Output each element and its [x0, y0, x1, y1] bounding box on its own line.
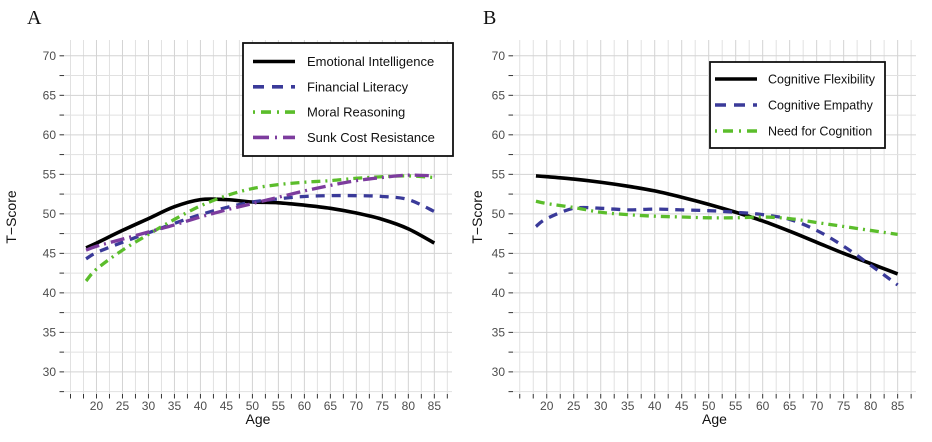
- legend-item-sunk-cost-resistance: Sunk Cost Resistance: [253, 130, 435, 145]
- panel-a-label: A: [27, 7, 42, 29]
- y-tick-label: 30: [43, 365, 57, 379]
- x-tick-label: 55: [729, 399, 743, 413]
- legend-item-financial-literacy: Financial Literacy: [253, 79, 409, 94]
- series-need-for-cognition: [535, 199, 898, 237]
- x-tick-label: 50: [246, 399, 260, 413]
- y-tick-label: 30: [492, 365, 506, 379]
- legend-label: Emotional Intelligence: [307, 54, 434, 69]
- y-axis-title: T−Score: [3, 190, 19, 244]
- x-tick-label: 80: [402, 399, 416, 413]
- x-tick-label: 25: [116, 399, 130, 413]
- y-tick-label: 40: [492, 286, 506, 300]
- y-tick-label: 50: [492, 207, 506, 221]
- x-tick-label: 75: [376, 399, 390, 413]
- axis-ticks: [59, 55, 448, 399]
- x-tick-label: 30: [594, 399, 608, 413]
- x-tick-label: 85: [891, 399, 905, 413]
- y-tick-label: 65: [492, 89, 506, 103]
- series-lines: [534, 174, 899, 287]
- x-tick-label: 45: [220, 399, 234, 413]
- y-tick-label: 35: [43, 326, 57, 340]
- panel-a-chart: 20 25 30 35 40 45 50 55 60 65 70 75 80 85 30 35 40 45 50 55…: [3, 40, 454, 427]
- y-tick-label: 55: [43, 168, 57, 182]
- series-cognitive-flexibility: [535, 174, 899, 276]
- legend-item-emotional-intelligence: Emotional Intelligence: [253, 54, 434, 69]
- legend-label: Cognitive Flexibility: [768, 73, 876, 87]
- y-tick-label: 40: [43, 286, 57, 300]
- axis-tick-labels: 20 25 30 35 40 45 50 55 60 65 70 75 80 85 30 35 40 45 50 55…: [492, 49, 905, 413]
- y-tick-label: 70: [43, 49, 57, 63]
- x-tick-label: 60: [756, 399, 770, 413]
- x-tick-label: 55: [272, 399, 286, 413]
- legend-item-cognitive-empathy: Cognitive Empathy: [715, 99, 874, 113]
- x-tick-label: 40: [194, 399, 208, 413]
- y-tick-label: 65: [43, 89, 57, 103]
- legend-label: Sunk Cost Resistance: [307, 130, 435, 145]
- panel-b-label: B: [483, 7, 497, 29]
- axis-ticks: [508, 55, 912, 399]
- y-tick-label: 55: [492, 168, 506, 182]
- y-tick-label: 45: [492, 247, 506, 261]
- x-tick-label: 75: [837, 399, 851, 413]
- y-tick-label: 50: [43, 207, 57, 221]
- x-tick-label: 50: [702, 399, 716, 413]
- x-tick-label: 70: [350, 399, 364, 413]
- legend: Cognitive Flexibility Cognitive Empathy Ne…: [709, 61, 886, 149]
- y-tick-label: 70: [492, 49, 506, 63]
- series-lines: [84, 173, 436, 283]
- y-tick-label: 45: [43, 247, 57, 261]
- legend-label: Financial Literacy: [307, 79, 409, 94]
- y-tick-label: 60: [43, 128, 57, 142]
- y-axis-title: T−Score: [469, 190, 485, 244]
- y-tick-label: 60: [492, 128, 506, 142]
- x-axis-title: Age: [702, 411, 727, 427]
- x-tick-label: 25: [567, 399, 581, 413]
- legend-item-moral-reasoning: Moral Reasoning: [253, 105, 405, 120]
- x-tick-label: 80: [864, 399, 878, 413]
- x-tick-label: 35: [168, 399, 182, 413]
- series-sunk-cost-resistance: [85, 173, 435, 252]
- y-tick-label: 35: [492, 326, 506, 340]
- x-tick-label: 35: [621, 399, 635, 413]
- x-tick-label: 40: [648, 399, 662, 413]
- x-tick-label: 20: [90, 399, 104, 413]
- panel-b-chart: 20 25 30 35 40 45 50 55 60 65 70 75 80 85 30 35 40 45 50 55…: [469, 40, 916, 427]
- legend-item-cognitive-flexibility: Cognitive Flexibility: [715, 73, 876, 87]
- legend: Emotional Intelligence Financial Literacy…: [242, 42, 454, 157]
- x-tick-label: 85: [428, 399, 442, 413]
- legend-item-need-for-cognition: Need for Cognition: [715, 125, 872, 139]
- x-tick-label: 60: [298, 399, 312, 413]
- x-axis-title: Age: [246, 411, 271, 427]
- legend-label: Moral Reasoning: [307, 105, 405, 120]
- legend-label: Cognitive Empathy: [768, 99, 874, 113]
- axis-tick-labels: 20 25 30 35 40 45 50 55 60 65 70 75 80 85 30 35 40 45 50 55…: [43, 49, 442, 413]
- x-tick-label: 20: [540, 399, 554, 413]
- x-tick-label: 65: [783, 399, 797, 413]
- x-tick-label: 70: [810, 399, 824, 413]
- x-tick-label: 30: [142, 399, 156, 413]
- x-tick-label: 45: [675, 399, 689, 413]
- x-tick-label: 65: [324, 399, 338, 413]
- legend-label: Need for Cognition: [768, 125, 872, 139]
- series-financial-literacy: [85, 193, 436, 261]
